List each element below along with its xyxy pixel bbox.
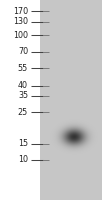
Text: 100: 100 — [13, 30, 28, 40]
Text: 130: 130 — [13, 18, 28, 26]
Text: 10: 10 — [18, 156, 28, 164]
Text: 35: 35 — [18, 92, 28, 100]
Text: 170: 170 — [13, 6, 28, 16]
Text: 55: 55 — [18, 64, 28, 73]
Text: 15: 15 — [18, 140, 28, 148]
Text: 70: 70 — [18, 47, 28, 56]
Text: 25: 25 — [18, 108, 28, 116]
Text: 40: 40 — [18, 81, 28, 90]
